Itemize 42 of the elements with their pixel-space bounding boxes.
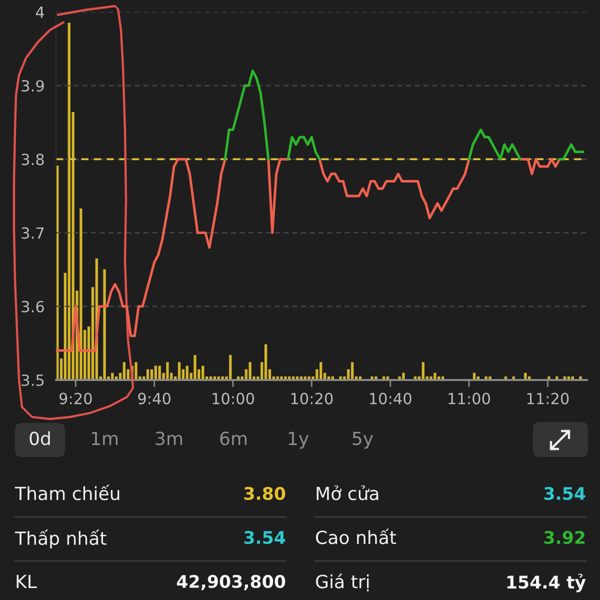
x-tick-label: 10:40 [370,392,412,404]
bar [402,372,405,380]
bar [103,269,106,380]
bar [80,208,82,380]
x-tick-label: 10:20 [291,392,333,404]
x-tick-label: 9:40 [138,392,170,404]
text: 3.80 [244,486,286,500]
text: 6m [220,432,247,446]
text: Mở cửa [316,485,378,500]
y-tick-label: 3.8 [22,154,44,166]
text: 3.92 [544,530,584,544]
bar [68,22,70,380]
x-tick-label: 9:20 [59,392,92,404]
bar [166,362,169,380]
bar [264,344,268,380]
y-tick-label: 4 [36,6,44,18]
bar [134,362,138,380]
bar [248,362,252,380]
bar [434,372,436,380]
y-tick-label: 3.6 [22,300,44,312]
text: 1y [288,432,309,449]
text: 3.54 [544,486,586,500]
x-tick-label: 10:00 [212,392,254,404]
y-tick-label: 3.5 [22,374,44,386]
text: 0d [30,431,50,446]
text: 3m [156,432,182,446]
text: KL [16,574,37,588]
y-tick-label: 3.9 [22,80,44,92]
text: 154.4 tỷ [507,574,586,592]
text: 5y [352,432,374,449]
bar [229,354,232,380]
text: 3.54 [244,530,286,544]
x-tick-label: 11:20 [527,392,569,404]
y-tick-label: 3.7 [22,227,44,239]
text: Giá trị [316,574,369,592]
x-tick-label: 11:00 [448,392,490,404]
text: Thấp nhất [14,529,106,549]
text: Cao nhất [316,528,396,544]
text: Tham chiếu [14,484,120,500]
bar [194,354,196,380]
text: 1m [92,432,118,445]
text: 42,903,800 [176,574,286,590]
